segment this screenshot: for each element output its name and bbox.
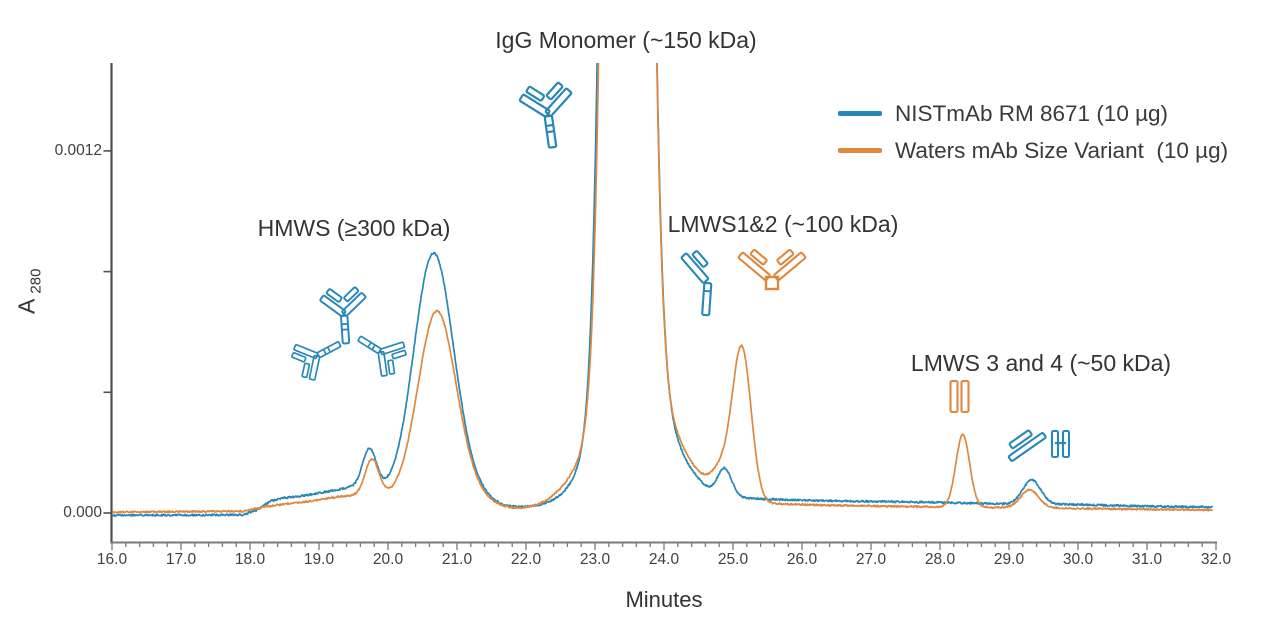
x-tick-label: 16.0 — [96, 551, 128, 568]
lmws34-fragment-icon — [1007, 429, 1071, 462]
x-tick-label: 29.0 — [993, 551, 1025, 568]
y-tick-label: 0.0012 — [54, 141, 102, 159]
legend-row-waters: Waters mAb Size Variant (10 µg) — [838, 132, 1228, 169]
x-axis-ticks — [111, 543, 1217, 550]
legend-line-swatch-orange — [838, 148, 882, 153]
chromatogram-traces — [112, 63, 1213, 518]
x-tick-label: 20.0 — [372, 551, 404, 568]
y-axis-ticks — [103, 150, 111, 514]
y-axis-label-subscript: 280 — [27, 268, 45, 294]
x-tick-label: 30.0 — [1062, 551, 1094, 568]
legend-label-waters: Waters mAb Size Variant (10 µg) — [895, 137, 1229, 163]
legend-row-nistmab: NISTmAb RM 8671 (10 µg) — [838, 95, 1228, 132]
x-tick-label: 21.0 — [441, 551, 473, 568]
x-tick-label: 26.0 — [786, 551, 818, 568]
x-tick-label: 25.0 — [717, 551, 749, 568]
y-axis-label-text: A — [13, 299, 40, 315]
x-tick-label: 32.0 — [1200, 551, 1232, 568]
annotation-lmws34: LMWS 3 and 4 (~50 kDa) — [910, 350, 1172, 376]
lmws12-fab-fc-fragment-icon — [680, 250, 713, 317]
hmws-aggregate-antibody-cluster-icon — [291, 286, 407, 381]
annotation-hmws: HMWS (≥300 kDa) — [257, 215, 451, 241]
x-tick-label: 28.0 — [924, 551, 956, 568]
lmws12-fab2-fragment-icon — [737, 248, 807, 291]
x-tick-label: 19.0 — [303, 551, 335, 568]
x-tick-label: 23.0 — [579, 551, 611, 568]
x-tick-label: 17.0 — [165, 551, 197, 568]
x-tick-label: 22.0 — [510, 551, 542, 568]
annotation-lmws12: LMWS1&2 (~100 kDa) — [667, 211, 899, 237]
legend-label-nistmab: NISTmAb RM 8671 (10 µg) — [895, 100, 1169, 126]
y-tick-label: 0.000 — [63, 504, 102, 521]
legend: NISTmAb RM 8671 (10 µg) Waters mAb Size … — [838, 95, 1228, 169]
annotation-igg-monomer: IgG Monomer (~150 kDa) — [495, 27, 757, 53]
lmws34-fragment-bars-icon — [949, 379, 970, 414]
x-tick-label: 18.0 — [234, 551, 266, 568]
igg-monomer-antibody-icon — [518, 81, 573, 149]
x-tick-label: 27.0 — [855, 551, 887, 568]
y-axis-label: A 280 — [14, 246, 45, 336]
legend-line-swatch-blue — [838, 111, 882, 116]
x-tick-label: 31.0 — [1131, 551, 1163, 568]
trace-waters-orange — [112, 63, 1213, 514]
x-axis-label: Minutes — [625, 587, 703, 612]
x-tick-label: 24.0 — [648, 551, 680, 568]
